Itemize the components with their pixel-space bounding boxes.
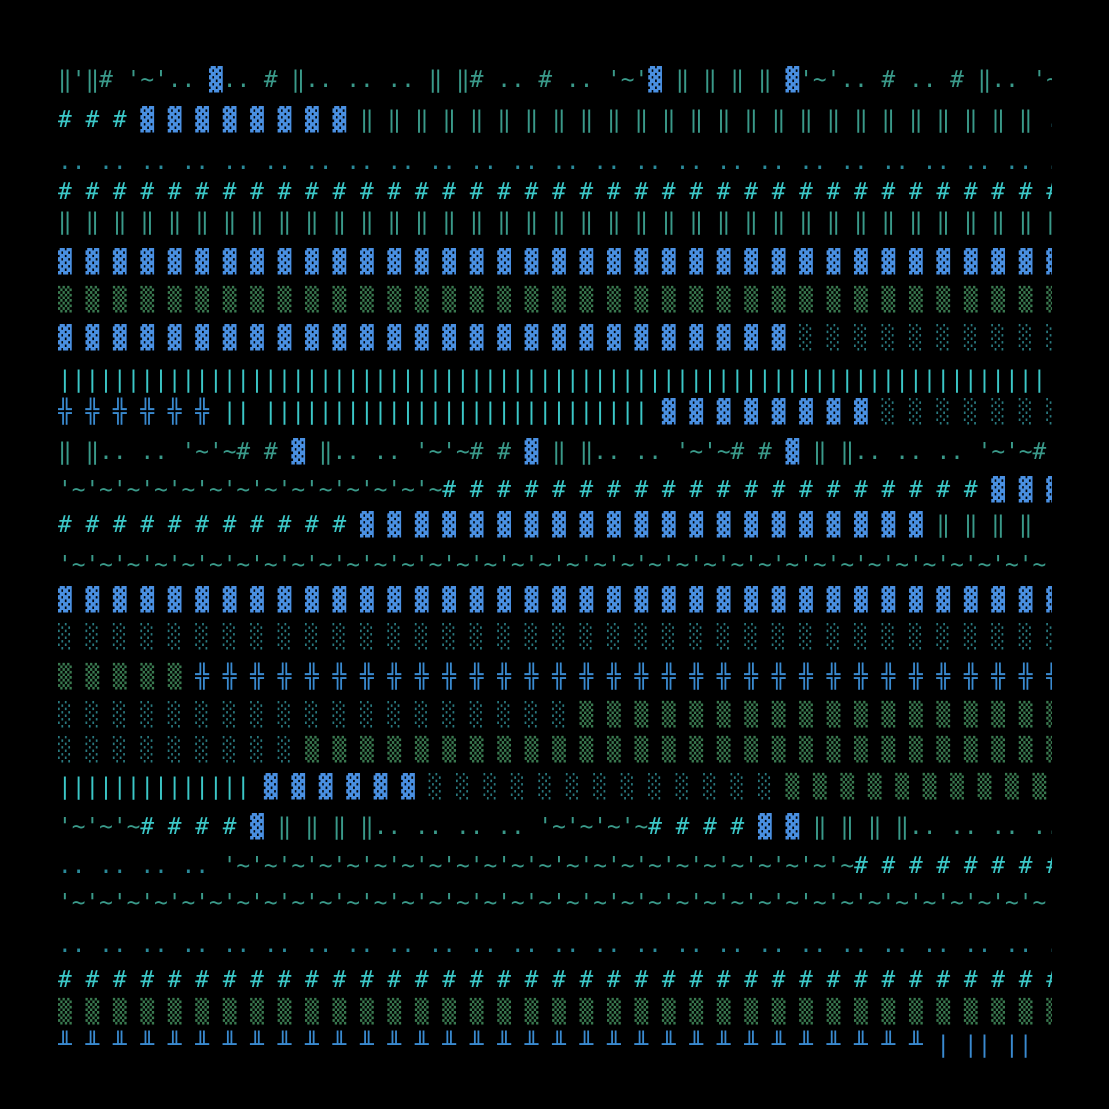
text-row: .. .. .. .. .. .. .. .. .. .. .. .. .. .… <box>58 930 1052 960</box>
glyph-run: ╬ ╬ ╬ ╬ ╬ ╬ <box>58 399 223 425</box>
glyph-run: ░ ░ ░ ░ ░ ░ ░ ░ ░ ░ ░ ░ ░ ░ ░ ░ ░ ░ ░ <box>58 702 580 728</box>
glyph-run: # # # # # # # # # # # <box>58 512 360 538</box>
glyph-run: ░ ░ ░ ░ ░ ░ ░ ░ ░ ░ ░ ░ ░ <box>428 774 786 800</box>
glyph-run: ‖'‖# '~'.. <box>58 67 209 93</box>
text-row: |||||||||||||| ▓ ▓ ▓ ▓ ▓ ▓ ░ ░ ░ ░ ░ ░ ░… <box>58 772 1052 802</box>
text-row: # # # # # # # # # # # # # # # # # # # # … <box>58 177 1052 207</box>
glyph-run: ░ ░ ░ ░ ░ ░ ░ ░ ░ <box>58 737 306 763</box>
text-row: ╬ ╬ ╬ ╬ ╬ ╬ || |||||||||||||||||||||||||… <box>58 397 1052 427</box>
glyph-run: || |||||||||||||||||||||||||||| <box>222 399 662 425</box>
glyph-run: ▒ ▒ ▒ ▒ ▒ ▒ ▒ ▒ ▒ ▒ ▒ <box>785 774 1052 800</box>
glyph-run: ╨ ╨ ╨ ╨ ╨ ╨ ╨ ╨ ╨ ╨ ╨ ╨ ╨ ╨ ╨ ╨ ╨ ╨ ╨ ╨ … <box>58 1032 937 1058</box>
text-row: # # # # # # # # # # # # # # # # # # # # … <box>58 965 1052 995</box>
glyph-run: ▒ ▒ ▒ ▒ ▒ ▒ ▒ ▒ ▒ ▒ ▒ ▒ ▒ ▒ ▒ ▒ ▒ ▒ ▒ ▒ … <box>58 287 1052 313</box>
glyph-run: ‖ ‖ ‖ ‖ <box>936 512 1033 538</box>
text-row: ▓ ▓ ▓ ▓ ▓ ▓ ▓ ▓ ▓ ▓ ▓ ▓ ▓ ▓ ▓ ▓ ▓ ▓ ▓ ▓ … <box>58 585 1052 615</box>
text-row: ░ ░ ░ ░ ░ ░ ░ ░ ░ ▒ ▒ ▒ ▒ ▒ ▒ ▒ ▒ ▒ ▒ ▒ … <box>58 735 1052 765</box>
glyph-run: # # # # <box>648 814 759 840</box>
glyph-run: ▓ <box>208 67 223 93</box>
glyph-run: # # # <box>58 107 141 133</box>
glyph-run: ░ ░ ░ ░ ░ ░ ░ ░ ░ ░ ░ ░ ░ ░ <box>799 325 1052 351</box>
glyph-run: ▓ ▓ ▓ <box>991 477 1052 503</box>
glyph-run: .. # ‖.. .. .. ‖ ‖# .. # .. '~' <box>222 67 649 93</box>
glyph-run: '~'~'~ <box>58 814 141 840</box>
text-row: ▓ ▓ ▓ ▓ ▓ ▓ ▓ ▓ ▓ ▓ ▓ ▓ ▓ ▓ ▓ ▓ ▓ ▓ ▓ ▓ … <box>58 323 1052 353</box>
glyph-run: '~'~'~'~'~'~'~'~'~'~'~'~'~'~ <box>58 477 443 503</box>
text-row: ▒ ▒ ▒ ▒ ▒ ╬ ╬ ╬ ╬ ╬ ╬ ╬ ╬ ╬ ╬ ╬ ╬ ╬ ╬ ╬ … <box>58 662 1052 692</box>
glyph-run: ░ ░ ░ ░ ░ ░ ░ ░ ░ ░ <box>881 399 1052 425</box>
glyph-run: ‖ ‖ ‖ ‖.. .. .. .. '~'~'~'~ <box>263 814 649 840</box>
glyph-run: .. .. .. .. <box>58 853 223 879</box>
text-row: '~'~'~'~'~'~'~'~'~'~'~'~'~'~'~'~'~'~'~'~… <box>58 550 1052 580</box>
text-area: ‖'‖# '~'.. ▓.. # ‖.. .. .. ‖ ‖# .. # .. … <box>58 0 1052 1109</box>
glyph-run: ░ ░ ░ ░ ░ ░ ░ ░ ░ ░ ░ ░ ░ ░ ░ ░ ░ ░ ░ ░ … <box>58 624 1052 650</box>
glyph-run: ▓ ▓ ▓ ▓ ▓ ▓ ▓ ▓ ▓ ▓ ▓ ▓ ▓ ▓ ▓ ▓ ▓ ▓ ▓ ▓ … <box>58 325 800 351</box>
text-row: ||||||||||||||||||||||||||||||||||||||||… <box>58 365 1052 395</box>
glyph-run: # # # # # # # # # # # # # # # # # # # # … <box>58 967 1052 993</box>
glyph-run: .. .. .. .. .. .. .. .. .. .. .. .. .. .… <box>58 149 1052 175</box>
glyph-run: |||||||||||||| <box>58 774 264 800</box>
glyph-run: # # # # # # # # # # # # # # # # # # # # … <box>58 179 1052 205</box>
text-row: ‖ ‖ ‖ ‖ ‖ ‖ ‖ ‖ ‖ ‖ ‖ ‖ ‖ ‖ ‖ ‖ ‖ ‖ ‖ ‖ … <box>58 207 1052 237</box>
glyph-run: ▓ ▓ ▓ ▓ ▓ ▓ ▓ ▓ <box>661 399 882 425</box>
text-row: .. .. .. .. .. .. .. .. .. .. .. .. .. .… <box>58 147 1052 177</box>
text-row: ▒ ▒ ▒ ▒ ▒ ▒ ▒ ▒ ▒ ▒ ▒ ▒ ▒ ▒ ▒ ▒ ▒ ▒ ▒ ▒ … <box>58 285 1052 315</box>
text-row: '~'~'~'~'~'~'~'~'~'~'~'~'~'~'~'~'~'~'~'~… <box>58 888 1052 918</box>
glyph-run: ▒ ▒ ▒ ▒ ▒ ▒ ▒ ▒ ▒ ▒ ▒ ▒ ▒ ▒ ▒ ▒ ▒ ▒ ▒ ▒ … <box>305 737 1052 763</box>
text-row: ╨ ╨ ╨ ╨ ╨ ╨ ╨ ╨ ╨ ╨ ╨ ╨ ╨ ╨ ╨ ╨ ╨ ╨ ╨ ╨ … <box>58 1030 1052 1060</box>
glyph-run: # # # # # # # # # # # # # # # # # # # # <box>442 477 992 503</box>
glyph-run: ▓ ▓ ▓ ▓ ▓ ▓ ▓ ▓ <box>140 107 360 133</box>
glyph-run: ▓ ▓ <box>758 814 800 840</box>
glyph-run: '~'.. # .. # ‖.. '~'~'~'~'~'~' <box>799 67 1052 93</box>
glyph-run: ‖.. .. '~'~# # <box>305 439 525 465</box>
text-row: ‖ ‖.. .. '~'~# # ▓ ‖.. .. '~'~# # ▓ ‖ ‖.… <box>58 437 1052 467</box>
glyph-run: ‖ ‖.. .. '~'~# # <box>58 439 292 465</box>
text-row: # # # ▓ ▓ ▓ ▓ ▓ ▓ ▓ ▓ ‖ ‖ ‖ ‖ ‖ ‖ ‖ ‖ ‖ … <box>58 105 1052 135</box>
text-row: ‖'‖# '~'.. ▓.. # ‖.. .. .. ‖ ‖# .. # .. … <box>58 65 1052 95</box>
text-row: '~'~'~'~'~'~'~'~'~'~'~'~'~'~# # # # # # … <box>58 475 1052 505</box>
text-row: ▒ ▒ ▒ ▒ ▒ ▒ ▒ ▒ ▒ ▒ ▒ ▒ ▒ ▒ ▒ ▒ ▒ ▒ ▒ ▒ … <box>58 997 1052 1027</box>
glyph-run: ‖ ‖ ‖ ‖ <box>661 67 786 93</box>
glyph-run: ▓ <box>785 439 800 465</box>
glyph-run: ▓ <box>291 439 306 465</box>
text-row: ░ ░ ░ ░ ░ ░ ░ ░ ░ ░ ░ ░ ░ ░ ░ ░ ░ ░ ░ ▒ … <box>58 700 1052 730</box>
glyph-run: ‖ ‖ ‖ ‖ ‖ ‖ ‖ ‖ ‖ ‖ ‖ ‖ ‖ ‖ ‖ ‖ ‖ ‖ ‖ ‖ … <box>58 209 1052 235</box>
glyph-run: ▒ ▒ ▒ ▒ ▒ ▒ ▒ ▒ ▒ ▒ ▒ ▒ ▒ ▒ ▒ ▒ ▒ ▒ ▒ ▒ … <box>58 999 1052 1025</box>
glyph-run: ▒ ▒ ▒ ▒ ▒ <box>58 664 196 690</box>
glyph-run: ▒ ▒ ▒ ▒ ▒ ▒ ▒ ▒ ▒ ▒ ▒ ▒ ▒ ▒ ▒ ▒ ▒ ▒ ▒ <box>579 702 1052 728</box>
glyph-run: ╬ ╬ ╬ ╬ ╬ ╬ ╬ ╬ ╬ ╬ ╬ ╬ ╬ ╬ ╬ ╬ ╬ ╬ ╬ ╬ … <box>195 664 1052 690</box>
glyph-run: ▓ ▓ ▓ ▓ ▓ ▓ <box>263 774 429 800</box>
glyph-run: ▓ <box>785 67 800 93</box>
glyph-run: # # # # <box>140 814 251 840</box>
glyph-run: ‖ ‖ ‖ ‖ ‖ ‖ ‖ ‖ ‖ ‖ ‖ ‖ ‖ ‖ ‖ ‖ ‖ ‖ ‖ ‖ … <box>359 107 1047 133</box>
glyph-run: .. .. .. .. .. .. .. .. .. .. .. .. .. .… <box>58 932 1052 958</box>
glyph-run: ▓ <box>648 67 662 93</box>
text-row: ░ ░ ░ ░ ░ ░ ░ ░ ░ ░ ░ ░ ░ ░ ░ ░ ░ ░ ░ ░ … <box>58 622 1052 652</box>
glyph-run: .. .. .. .. .. .. .. .. .. .. <box>1046 107 1052 133</box>
glyph-run: ||||||||||||||||||||||||||||||||||||||||… <box>58 367 1052 393</box>
glyph-run: ▓ <box>524 439 539 465</box>
glyph-run: '~'~'~'~'~'~'~'~'~'~'~'~'~'~'~'~'~'~'~'~… <box>58 890 1052 916</box>
glyph-run: '~'~'~'~'~'~'~'~'~'~'~'~'~'~'~'~'~'~'~'~… <box>58 552 1052 578</box>
text-row: .. .. .. .. '~'~'~'~'~'~'~'~'~'~'~'~'~'~… <box>58 851 1052 881</box>
text-row: '~'~'~# # # # ▓ ‖ ‖ ‖ ‖.. .. .. .. '~'~'… <box>58 812 1052 842</box>
glyph-run: ‖ ‖ ‖ ‖.. .. .. .. .. '~' <box>812 814 1052 840</box>
glyph-run: ‖ ‖.. .. '~'~# # <box>538 439 786 465</box>
glyph-run: ▓ ▓ ▓ ▓ ▓ ▓ ▓ ▓ ▓ ▓ ▓ ▓ ▓ ▓ ▓ ▓ ▓ ▓ ▓ ▓ … <box>58 587 1052 613</box>
glyph-run: '~'~'~'~'~'~'~'~'~'~'~'~'~'~'~'~'~'~'~'~… <box>222 853 855 879</box>
glyph-run: # # # # # # # # # # # <box>854 853 1052 879</box>
glyph-run: ▓ ▓ ▓ ▓ ▓ ▓ ▓ ▓ ▓ ▓ ▓ ▓ ▓ ▓ ▓ ▓ ▓ ▓ ▓ ▓ … <box>359 512 937 538</box>
text-row: ▓ ▓ ▓ ▓ ▓ ▓ ▓ ▓ ▓ ▓ ▓ ▓ ▓ ▓ ▓ ▓ ▓ ▓ ▓ ▓ … <box>58 247 1052 277</box>
text-row: # # # # # # # # # # # ▓ ▓ ▓ ▓ ▓ ▓ ▓ ▓ ▓ … <box>58 510 1032 540</box>
glyph-run: ▓ <box>250 814 264 840</box>
glyph-run: ‖ ‖.. .. .. '~'~# # <box>812 439 1047 465</box>
glyph-run: ▓ ▓ ▓ ▓ ▓ ▓ ▓ ▓ ▓ ▓ ▓ ▓ ▓ ▓ ▓ ▓ ▓ ▓ ▓ ▓ … <box>58 249 1052 275</box>
glyph-run: | || || || || <box>936 1032 1052 1058</box>
